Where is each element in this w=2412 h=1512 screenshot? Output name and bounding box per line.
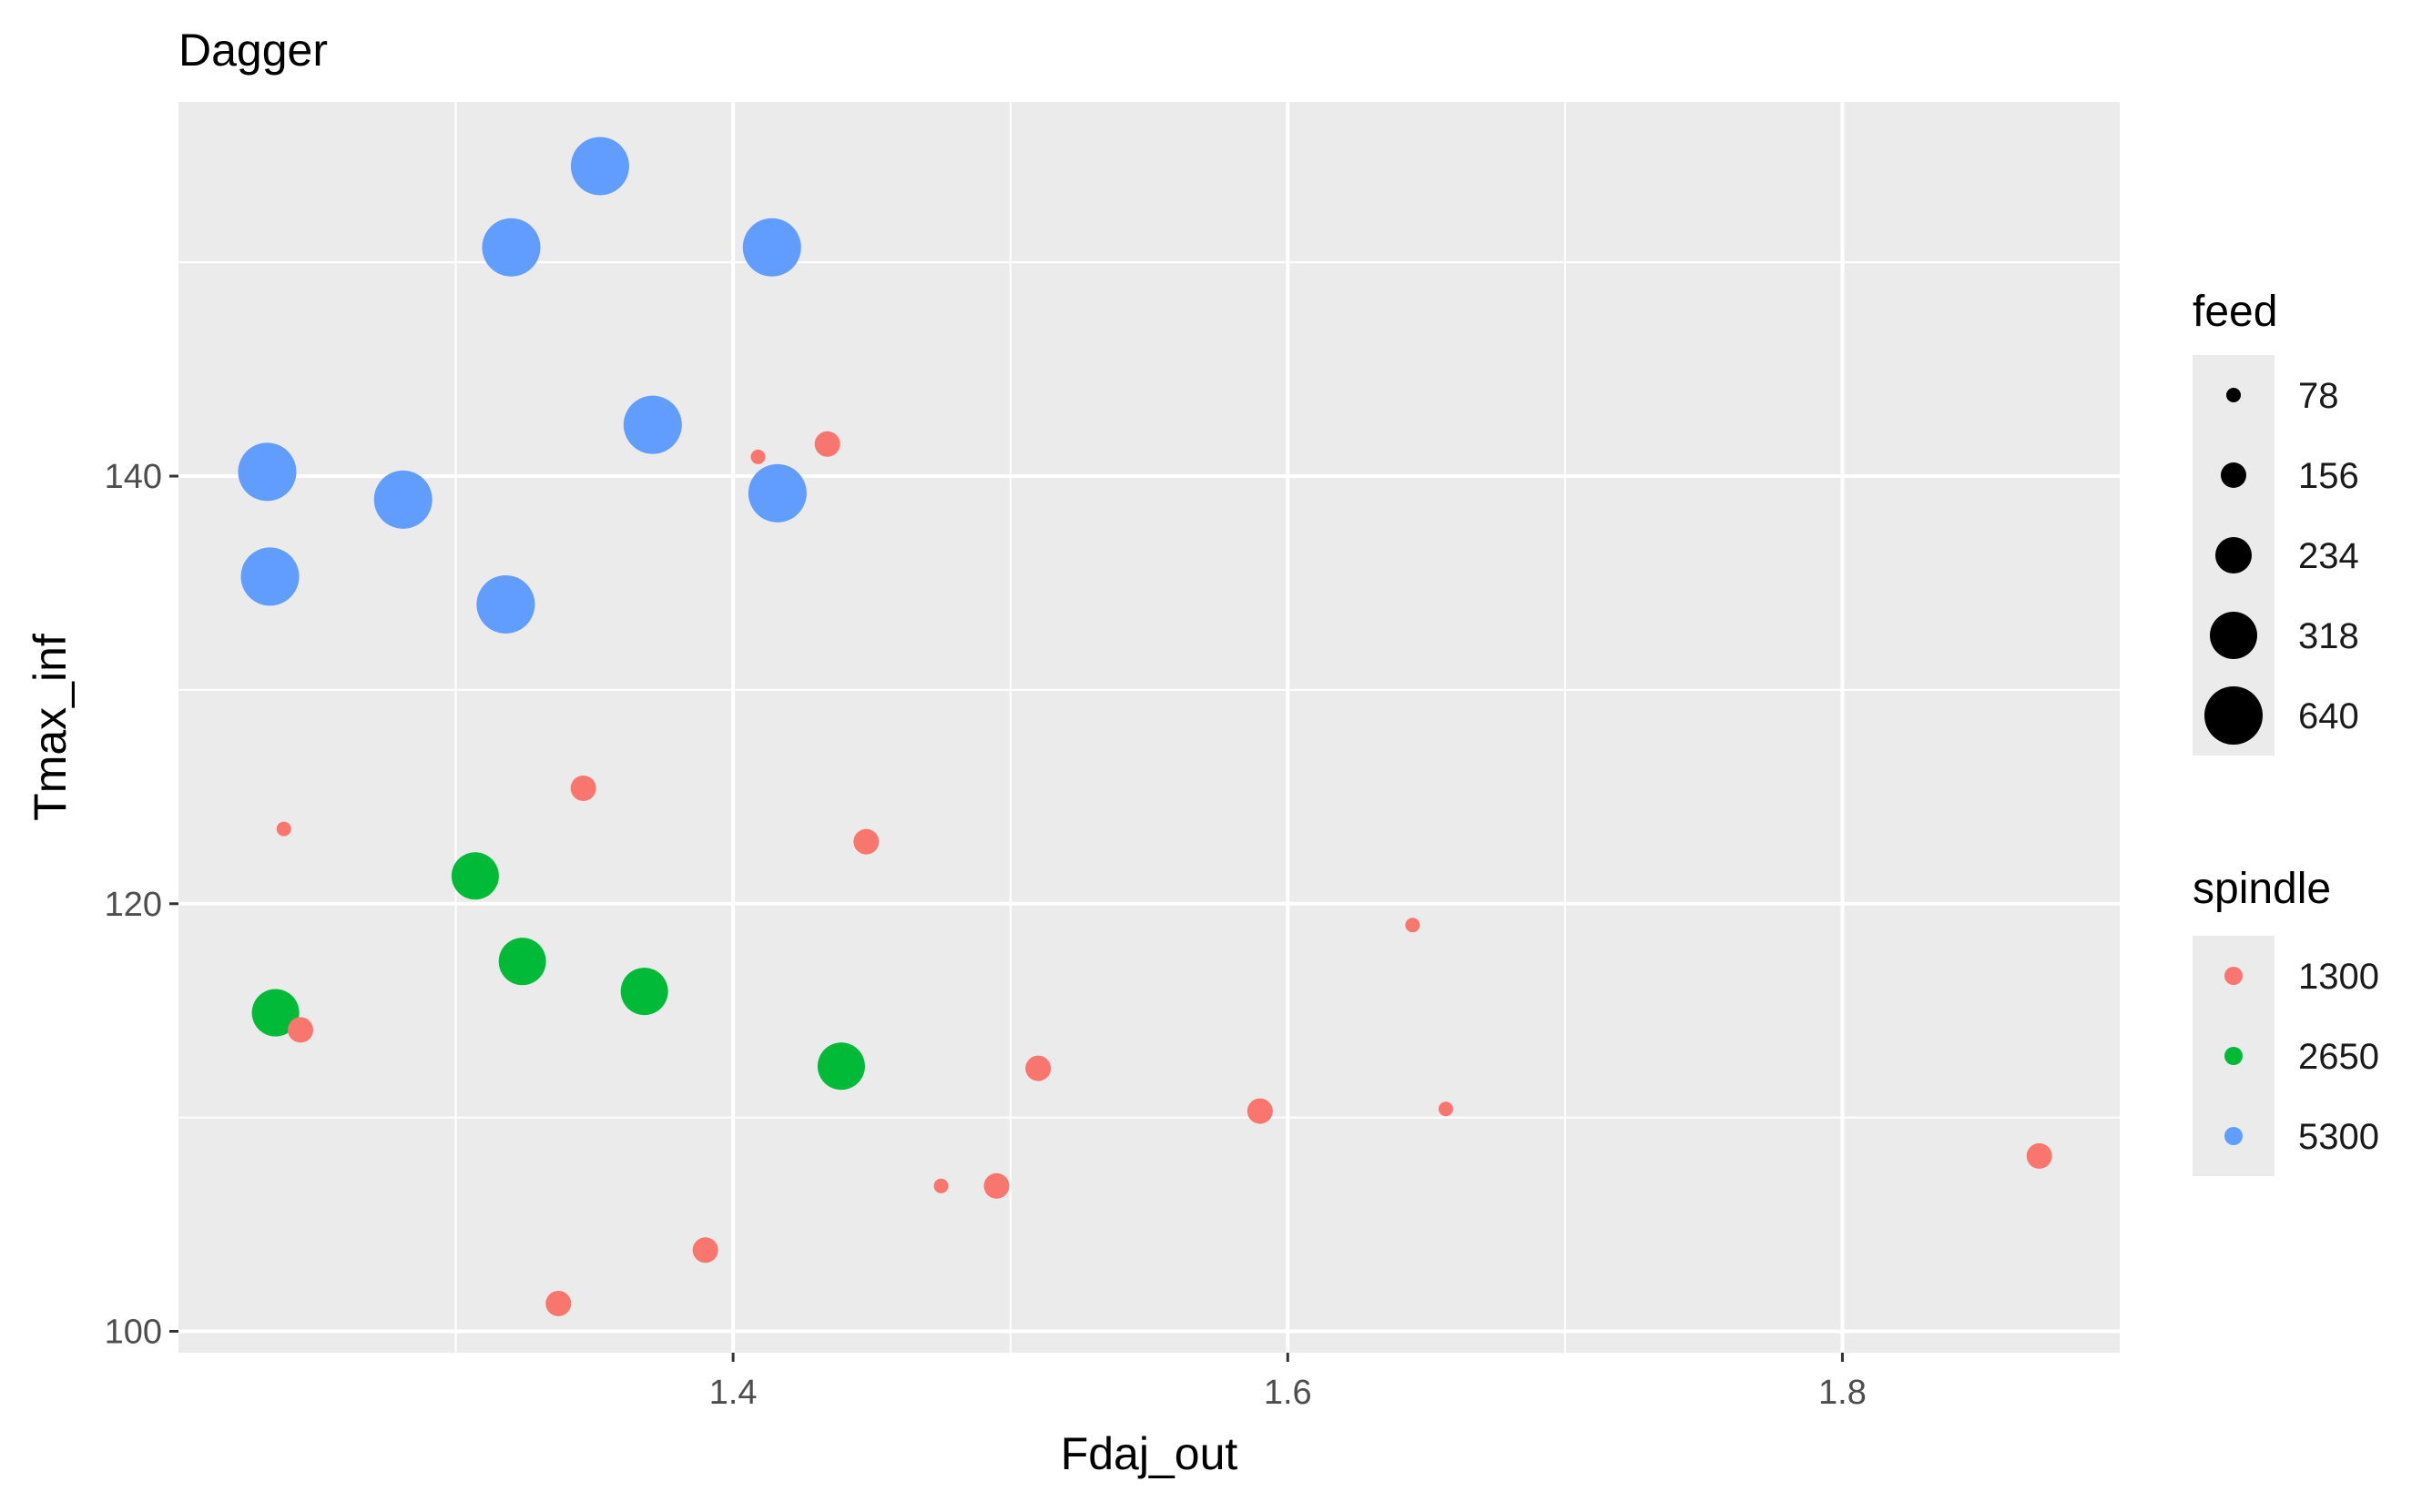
feed-legend-label: 640 [2298,696,2359,736]
feed-legend-label: 318 [2298,616,2359,656]
feed-legend-key [2221,462,2246,488]
x-tick-label: 1.4 [709,1374,758,1412]
data-point [750,449,766,464]
data-point [1025,1055,1052,1081]
data-point [1247,1098,1273,1124]
data-point [933,1178,949,1193]
feed-legend-key [2215,537,2252,573]
data-point [251,989,300,1037]
data-point [983,1172,1010,1199]
x-tick-label: 1.6 [1264,1374,1312,1412]
feed-legend-key [2210,612,2257,659]
spindle-color-legend: spindle 1300 2650 5300 [2193,865,2379,1176]
data-point [288,1017,314,1043]
plot-panel [178,102,2120,1353]
data-point [482,218,541,277]
data-point [545,1290,572,1316]
data-point [623,395,682,454]
data-point [853,828,880,855]
y-tick-label: 120 [105,886,162,924]
y-tick-label: 140 [105,458,162,496]
data-point [276,821,291,837]
data-point [748,463,807,523]
data-point [240,547,300,606]
spindle-legend-key [2224,967,2243,985]
data-point [373,470,433,529]
data-point [814,431,840,457]
axis-ticks: 1.4 1.6 1.8 100 120 140 [105,458,1867,1412]
data-point [620,968,668,1016]
feed-legend-label: 234 [2298,536,2359,576]
data-point [570,137,629,196]
feed-legend-label: 78 [2298,376,2339,416]
spindle-legend-title: spindle [2193,865,2331,913]
data-point [1438,1101,1453,1117]
data-point [570,775,596,801]
data-point [238,442,297,502]
x-tick-label: 1.8 [1818,1374,1867,1412]
feed-legend-key [2204,686,2263,745]
spindle-legend-key [2224,1127,2243,1145]
y-tick-label: 100 [105,1314,162,1352]
feed-size-legend: feed 78 156 234 318 640 [2193,288,2359,756]
spindle-legend-label: 2650 [2298,1037,2379,1077]
feed-legend-key [2226,388,2241,402]
x-axis-title: Fdaj_out [1061,1428,1238,1479]
data-point [2026,1142,2052,1169]
data-point [451,852,499,900]
chart-title: Dagger [178,25,328,76]
feed-legend-label: 156 [2298,456,2359,496]
spindle-legend-label: 1300 [2298,957,2379,997]
data-point [742,218,801,277]
data-point [1405,918,1420,933]
data-point [498,938,546,986]
y-axis-title: Tmax_inf [25,634,76,821]
spindle-legend-label: 5300 [2298,1117,2379,1157]
spindle-legend-key [2224,1047,2243,1065]
data-point [476,574,535,634]
feed-legend-title: feed [2193,288,2277,336]
data-point [817,1042,865,1091]
data-points [238,137,2052,1316]
data-point [692,1237,718,1263]
